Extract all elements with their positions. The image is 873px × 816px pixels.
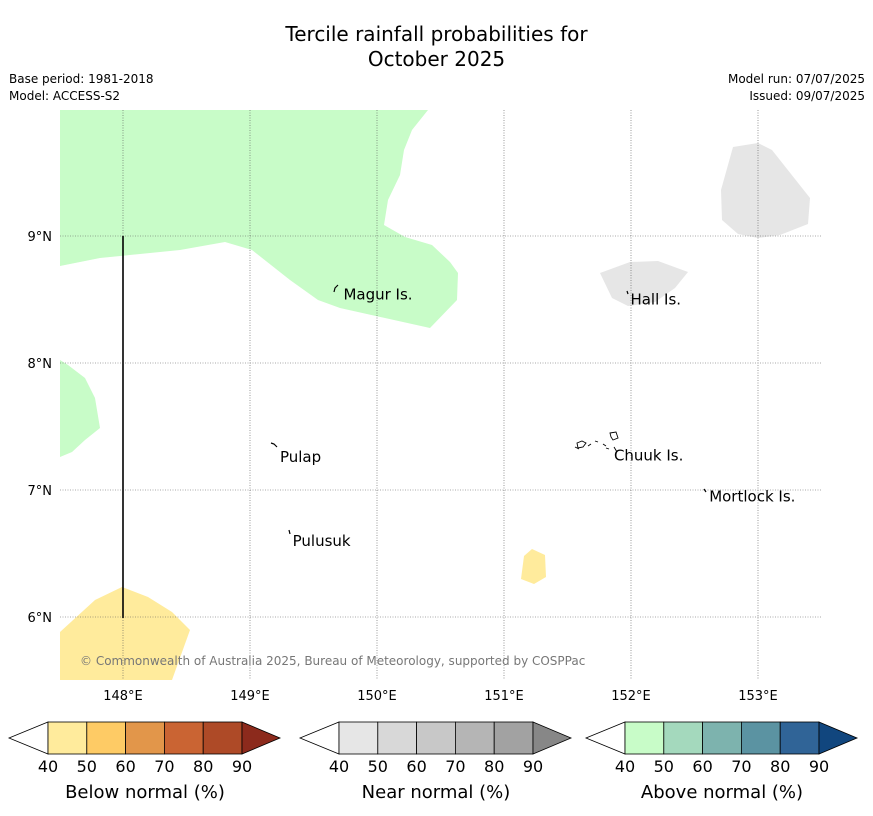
place-label: Pulusuk [293, 532, 351, 550]
base-period: Base period: 1981-2018 [9, 72, 154, 86]
longitude-labels: 148°E 149°E 150°E 151°E 152°E 153°E [103, 689, 778, 704]
longitude-tick-label: 151°E [484, 689, 524, 704]
place-label: Hall Is. [630, 291, 681, 309]
below-normal-region-small [521, 549, 546, 584]
colorbar-over-triangle [532, 721, 573, 755]
issued-date: Issued: 09/07/2025 [749, 89, 865, 103]
colorbar: 40 50 60 70 80 90 Above normal (%) [584, 721, 859, 803]
colorbar-segment [338, 721, 379, 755]
colorbar-segment [163, 721, 204, 755]
colorbar-tick-label: 50 [368, 757, 388, 776]
meta-left: Base period: 1981-2018 Model: ACCESS-S2 [9, 71, 154, 105]
latitude-labels: 9°N 8°N 7°N 6°N [28, 230, 53, 626]
colorbar-segment [125, 721, 165, 755]
latitude-tick-label: 9°N [28, 230, 53, 245]
colorbar-segment [741, 721, 781, 755]
near-normal-region-northeast [721, 143, 810, 238]
longitude-tick-label: 148°E [103, 689, 143, 704]
colorbar-under-triangle [584, 721, 626, 755]
colorbar-title: Below normal (%) [65, 782, 225, 803]
longitude-tick-label: 150°E [357, 689, 397, 704]
colorbar-segment [454, 721, 495, 755]
probability-regions [60, 110, 810, 680]
colorbar-segment [86, 721, 127, 755]
colorbar-tick-label: 60 [692, 757, 712, 776]
colorbar-tick-label: 40 [615, 757, 635, 776]
model-run: Model run: 07/07/2025 [727, 72, 865, 86]
colorbar-segment [416, 721, 456, 755]
place-label: Magur Is. [343, 285, 412, 303]
colorbar-segment [702, 721, 742, 755]
mortlock-island-shape [703, 488, 707, 493]
colorbar-tick-label: 60 [115, 757, 135, 776]
colorbar-title: Above normal (%) [641, 782, 803, 803]
colorbar-segment [47, 721, 88, 755]
colorbar-tick-label: 50 [77, 757, 97, 776]
title-line-2: October 2025 [367, 47, 506, 71]
hall-island-shape [626, 290, 629, 295]
colorbar-tick-label: 90 [232, 757, 252, 776]
below-normal-region-southwest [60, 587, 190, 680]
colorbar-tick-label: 50 [654, 757, 674, 776]
colorbar-over-triangle [818, 721, 859, 755]
model-name: Model: ACCESS-S2 [9, 89, 121, 103]
chuuk-lagoon-shape [574, 431, 619, 453]
latitude-tick-label: 6°N [28, 611, 53, 626]
map-title: Tercile rainfall probabilities for Octob… [0, 22, 873, 72]
colorbar-segment [377, 721, 417, 755]
colorbar-tick-label: 70 [731, 757, 751, 776]
colorbar-over-triangle [241, 721, 282, 755]
title-line-1: Tercile rainfall probabilities for [285, 22, 588, 46]
latitude-tick-label: 8°N [28, 357, 53, 372]
colorbar-tick-label: 60 [406, 757, 426, 776]
place-label: Mortlock Is. [709, 487, 795, 505]
colorbar-segment [663, 721, 703, 755]
colorbar: 40 50 60 70 80 90 Near normal (%) [298, 721, 573, 803]
colorbar-tick-label: 70 [445, 757, 465, 776]
colorbar-tick-label: 80 [770, 757, 790, 776]
colorbar-under-triangle [298, 721, 340, 755]
island-outlines [270, 284, 707, 535]
pulusuk-island-shape [288, 529, 291, 535]
colorbar-segment [493, 721, 534, 755]
colorbar-tick-label: 70 [154, 757, 174, 776]
place-label: Pulap [280, 448, 321, 466]
longitude-tick-label: 149°E [230, 689, 270, 704]
above-normal-region-north [60, 110, 458, 328]
colorbar-segment [202, 721, 243, 755]
place-label: Chuuk Is. [614, 447, 683, 465]
longitude-tick-label: 152°E [611, 689, 651, 704]
meta-right: Model run: 07/07/2025 Issued: 09/07/2025 [728, 71, 865, 105]
colorbar-under-triangle [7, 721, 49, 755]
colorbar-tick-label: 40 [38, 757, 58, 776]
longitude-tick-label: 153°E [738, 689, 778, 704]
colorbar-tick-label: 90 [523, 757, 543, 776]
copyright-notice: © Commonwealth of Australia 2025, Bureau… [80, 654, 585, 668]
colorbar-tick-label: 80 [484, 757, 504, 776]
colorbar-title: Near normal (%) [362, 782, 511, 803]
pulap-island-shape [270, 442, 278, 448]
magur-island-shape [333, 284, 339, 293]
colorbar-tick-label: 80 [193, 757, 213, 776]
colorbar-tick-label: 90 [809, 757, 829, 776]
colorbar-tick-label: 40 [329, 757, 349, 776]
place-labels: Magur Is. Hall Is. Pulap Chuuk Is. Mortlock … [280, 285, 795, 549]
latitude-tick-label: 7°N [28, 484, 53, 499]
colorbars: 40 50 60 70 80 90 Below normal (%) 40 50 60 70 80 90… [7, 721, 859, 803]
colorbar: 40 50 60 70 80 90 Below normal (%) [7, 721, 282, 803]
near-normal-region-hall [600, 261, 688, 306]
colorbar-segment [779, 721, 820, 755]
above-normal-region-west [60, 360, 100, 457]
colorbar-segment [624, 721, 665, 755]
